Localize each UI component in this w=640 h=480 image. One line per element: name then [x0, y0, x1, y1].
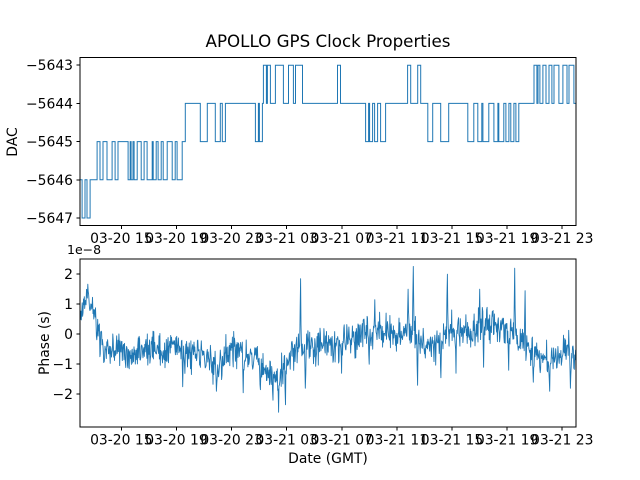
dac-axis-label: DAC	[5, 126, 21, 157]
x-tick-label: 03-21 15	[421, 231, 483, 247]
x-tick-label: 03-20 19	[145, 433, 207, 449]
y-tick-label: −5646	[26, 173, 73, 189]
x-tick-label: 03-21 11	[366, 433, 428, 449]
dac-step-line	[80, 64, 576, 219]
x-tick-label: 03-21 07	[311, 433, 373, 449]
y-tick-label: 0	[64, 327, 73, 343]
y-tick-label: −5644	[26, 96, 73, 112]
x-tick-label: 03-20 15	[90, 231, 152, 247]
phase-axis-label: Phase (s)	[37, 311, 53, 376]
x-tick-label: 03-21 03	[255, 433, 317, 449]
axes-border-bottom	[79, 258, 577, 428]
x-tick-label: 03-21 15	[421, 433, 483, 449]
y-tick-label: −2	[53, 387, 73, 403]
x-tick-label: 03-21 23	[531, 433, 593, 449]
y-tick-label: −5643	[26, 58, 73, 74]
x-tick-label: 03-20 23	[200, 231, 262, 247]
date-axis-label: Date (GMT)	[288, 451, 368, 467]
x-tick-label: 03-21 19	[476, 231, 538, 247]
y-tick-label: −1	[53, 357, 73, 373]
x-tick-label: 03-21 11	[366, 231, 428, 247]
x-tick-label: 03-21 19	[476, 433, 538, 449]
x-tick-label: 03-20 19	[145, 231, 207, 247]
y-tick-label: 2	[64, 267, 73, 283]
x-tick-label: 03-21 07	[311, 231, 373, 247]
x-tick-label: 03-20 23	[200, 433, 262, 449]
x-tick-label: 03-20 15	[90, 433, 152, 449]
figure-title: APOLLO GPS Clock Properties	[205, 31, 451, 51]
y-tick-label: −5647	[26, 211, 73, 227]
x-tick-label: 03-21 03	[255, 231, 317, 247]
y-tick-label: −5645	[26, 135, 73, 151]
phase-noise-line	[80, 265, 576, 413]
scale-offset-label: 1e−8	[67, 242, 102, 257]
y-tick-label: 1	[64, 297, 73, 313]
x-tick-label: 03-21 23	[531, 231, 593, 247]
